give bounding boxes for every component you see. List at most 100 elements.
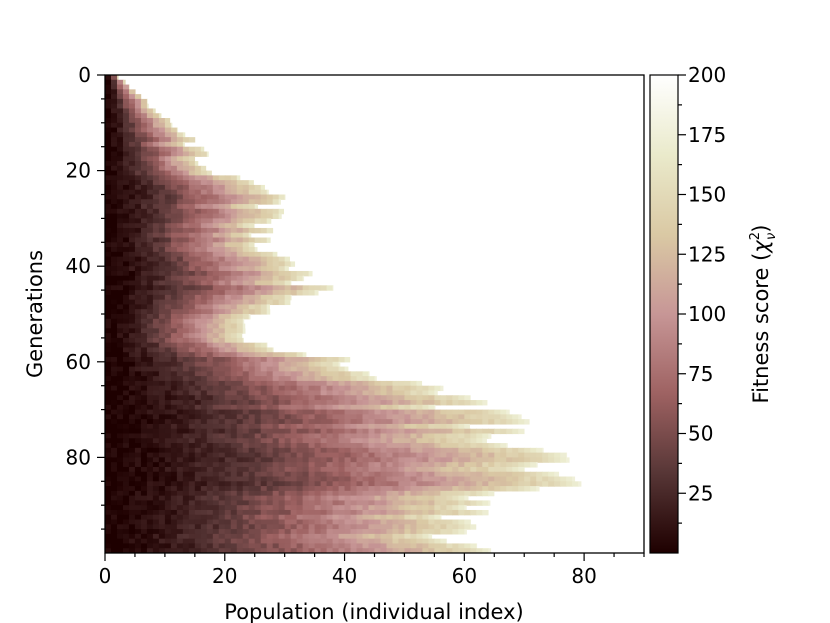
heatmap-cell bbox=[164, 285, 172, 291]
heatmap-cell bbox=[134, 251, 142, 258]
heatmap-cell bbox=[110, 151, 118, 157]
heatmap-cell bbox=[182, 337, 190, 344]
x-tick-label: 80 bbox=[571, 564, 596, 588]
heatmap-cell bbox=[146, 400, 154, 406]
heatmap-cell bbox=[524, 457, 531, 463]
heatmap-cell bbox=[164, 433, 172, 439]
heatmap-cell bbox=[122, 376, 130, 382]
heatmap-cell bbox=[158, 471, 166, 478]
heatmap-cell bbox=[494, 428, 501, 435]
heatmap-cell bbox=[278, 519, 286, 525]
colorbar-label: Fitness score (χ2ν) bbox=[748, 225, 779, 404]
heatmap-cell bbox=[158, 462, 166, 468]
heatmap-cell bbox=[446, 486, 453, 492]
heatmap-cell bbox=[314, 400, 322, 406]
heatmap-cell bbox=[188, 328, 196, 334]
heatmap-cell bbox=[206, 476, 214, 482]
heatmap-cell bbox=[122, 184, 130, 191]
heatmap-cell bbox=[350, 490, 358, 497]
heatmap-cell bbox=[236, 361, 244, 368]
heatmap-cell bbox=[278, 395, 286, 401]
heatmap-cell bbox=[230, 505, 238, 511]
heatmap-cell bbox=[236, 285, 244, 291]
heatmap-cell bbox=[140, 146, 148, 153]
heatmap-cell bbox=[284, 433, 292, 439]
heatmap-cell bbox=[105, 514, 112, 521]
heatmap-cell bbox=[194, 280, 202, 286]
heatmap-cell bbox=[134, 366, 142, 372]
heatmap-cell bbox=[194, 395, 202, 401]
heatmap-cell bbox=[105, 242, 112, 248]
heatmap-cell bbox=[128, 385, 136, 392]
heatmap-cell bbox=[224, 490, 232, 497]
heatmap-cell bbox=[110, 103, 118, 110]
heatmap-cell bbox=[524, 462, 531, 468]
heatmap-cell bbox=[260, 500, 268, 506]
heatmap-cell bbox=[110, 118, 118, 124]
heatmap-cell bbox=[398, 509, 406, 516]
heatmap-cell bbox=[242, 237, 250, 243]
heatmap-cell bbox=[464, 438, 471, 444]
heatmap-cell bbox=[110, 180, 118, 186]
heatmap-cell bbox=[302, 443, 310, 449]
heatmap-cell bbox=[164, 543, 172, 549]
heatmap-cell bbox=[404, 524, 412, 530]
heatmap-cell bbox=[176, 218, 184, 224]
heatmap-cell bbox=[164, 533, 172, 540]
heatmap-cell bbox=[158, 500, 166, 506]
heatmap-cell bbox=[152, 108, 156, 114]
heatmap-cell bbox=[134, 204, 142, 210]
heatmap-cell bbox=[236, 247, 244, 253]
heatmap-cell bbox=[356, 390, 364, 396]
heatmap-cell bbox=[458, 495, 465, 502]
heatmap-cell bbox=[278, 294, 286, 301]
heatmap-cell bbox=[224, 486, 232, 492]
heatmap-cell bbox=[446, 481, 453, 487]
heatmap-cell bbox=[200, 165, 207, 172]
heatmap-cell bbox=[326, 543, 334, 549]
heatmap-cell bbox=[152, 232, 160, 239]
heatmap-cell bbox=[200, 361, 208, 368]
heatmap-cell bbox=[105, 457, 112, 463]
heatmap-cell bbox=[200, 366, 208, 372]
heatmap-cell bbox=[308, 290, 316, 296]
heatmap-cell bbox=[242, 390, 250, 396]
heatmap-cell bbox=[410, 380, 418, 387]
heatmap-cell bbox=[224, 204, 232, 210]
heatmap-cell bbox=[152, 538, 160, 545]
heatmap-cell bbox=[464, 486, 471, 492]
heatmap-cell bbox=[230, 294, 238, 301]
heatmap-cell bbox=[260, 462, 268, 468]
heatmap-cell bbox=[230, 500, 238, 506]
heatmap-cell bbox=[182, 457, 190, 463]
heatmap-cell bbox=[254, 385, 262, 392]
heatmap-cell bbox=[122, 127, 130, 133]
heatmap-cell bbox=[170, 390, 178, 396]
heatmap-cell bbox=[128, 127, 136, 133]
heatmap-cell bbox=[224, 237, 232, 243]
heatmap-cell bbox=[134, 323, 142, 329]
heatmap-cell bbox=[116, 423, 124, 430]
heatmap-cell bbox=[386, 524, 394, 530]
heatmap-cell bbox=[242, 533, 250, 540]
heatmap-cell bbox=[320, 466, 328, 473]
heatmap-cell bbox=[128, 400, 136, 406]
heatmap-cell bbox=[422, 390, 429, 396]
heatmap-cell bbox=[446, 447, 453, 454]
heatmap-cell bbox=[140, 443, 148, 449]
heatmap-cell bbox=[212, 333, 220, 339]
heatmap-cell bbox=[188, 156, 196, 162]
heatmap-cell bbox=[236, 529, 244, 535]
heatmap-cell bbox=[105, 328, 112, 334]
heatmap-cell bbox=[146, 452, 154, 458]
heatmap-cell bbox=[236, 194, 244, 200]
heatmap-cell bbox=[110, 132, 118, 138]
heatmap-cell bbox=[230, 438, 238, 444]
heatmap-cell bbox=[110, 218, 118, 224]
heatmap-cell bbox=[290, 533, 298, 540]
heatmap-cell bbox=[260, 495, 268, 502]
heatmap-cell bbox=[260, 299, 268, 306]
heatmap-cell bbox=[236, 352, 244, 358]
heatmap-cell bbox=[194, 390, 202, 396]
heatmap-cell bbox=[188, 385, 196, 392]
